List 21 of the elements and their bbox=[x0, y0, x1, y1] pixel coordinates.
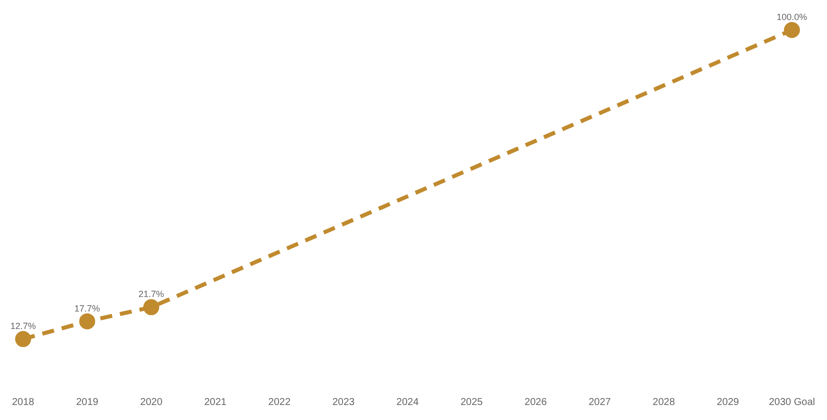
x-tick-label: 2019 bbox=[76, 396, 99, 408]
x-tick-label: 2018 bbox=[12, 396, 35, 408]
point bbox=[79, 313, 96, 330]
x-tick-label: 2022 bbox=[268, 396, 291, 408]
x-tick-label: 2021 bbox=[204, 396, 227, 408]
x-tick-label: 2029 bbox=[716, 396, 740, 408]
x-tick-label: 2024 bbox=[396, 396, 420, 408]
x-tick-label: 2030 Goal bbox=[768, 396, 816, 408]
x-tick-label: 2027 bbox=[588, 396, 612, 408]
point bbox=[784, 22, 800, 38]
data-label: 21.7% bbox=[138, 289, 164, 300]
x-tick-label: 2023 bbox=[332, 396, 356, 408]
point bbox=[143, 299, 160, 316]
x-tick-label: 2020 bbox=[140, 396, 163, 408]
data-label: 12.7% bbox=[10, 321, 36, 332]
point bbox=[15, 331, 32, 348]
x-tick-label: 2026 bbox=[524, 396, 548, 408]
x-tick-label: 2025 bbox=[460, 396, 484, 408]
x-tick-label: 2028 bbox=[652, 396, 676, 408]
data-label: 17.7% bbox=[74, 303, 100, 314]
data-label: 100.0% bbox=[776, 12, 808, 22]
